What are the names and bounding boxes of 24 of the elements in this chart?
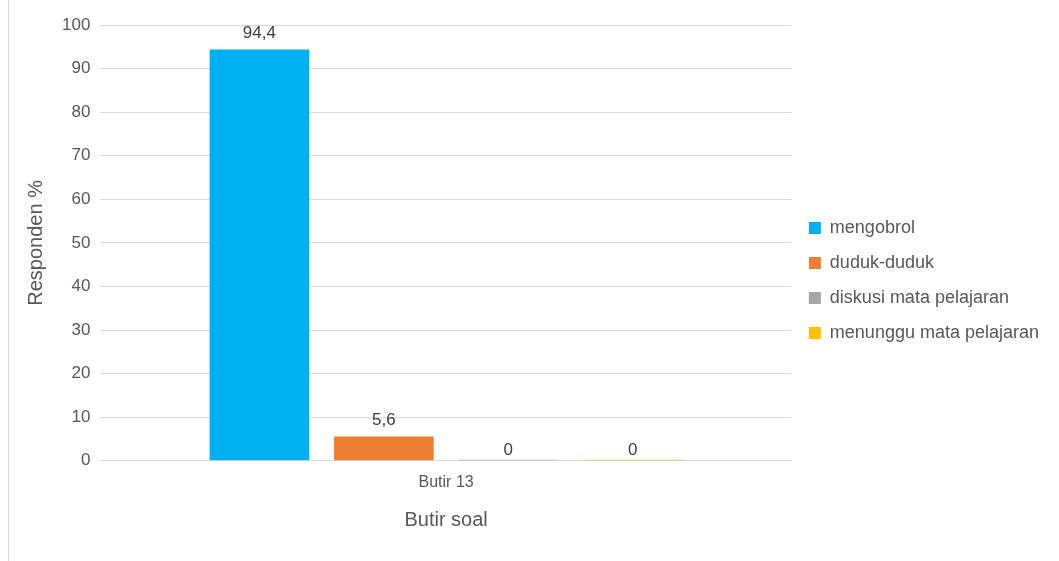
y-tick-label: 20 [71, 363, 91, 383]
legend-label: menunggu mata pelajaran [829, 321, 1040, 342]
x-tick-label: Butir 13 [418, 472, 474, 490]
legend-label: duduk-duduk [829, 251, 935, 272]
bar [209, 49, 310, 461]
data-label: 5,6 [372, 409, 396, 429]
y-axis-title: Responden % [23, 179, 46, 306]
y-tick-label: 90 [71, 58, 91, 78]
y-tick-label: 10 [71, 406, 91, 426]
y-tick-label: 50 [71, 232, 91, 252]
y-tick-label: 70 [71, 145, 91, 165]
y-tick-label: 40 [71, 276, 91, 296]
data-label: 94,4 [242, 22, 276, 42]
y-tick-label: 0 [80, 450, 91, 470]
legend-label: diskusi mata pelajaran [829, 286, 1009, 307]
bar [334, 436, 434, 461]
data-label: 0 [628, 439, 638, 459]
y-tick-label: 100 [61, 14, 91, 34]
legend-label: mengobrol [829, 216, 915, 237]
y-tick-label: 30 [71, 319, 91, 339]
y-tick-label: 60 [71, 189, 91, 209]
data-label: 0 [503, 439, 514, 459]
y-tick-label: 80 [71, 101, 91, 121]
x-axis-title: Butir soal [404, 507, 488, 530]
